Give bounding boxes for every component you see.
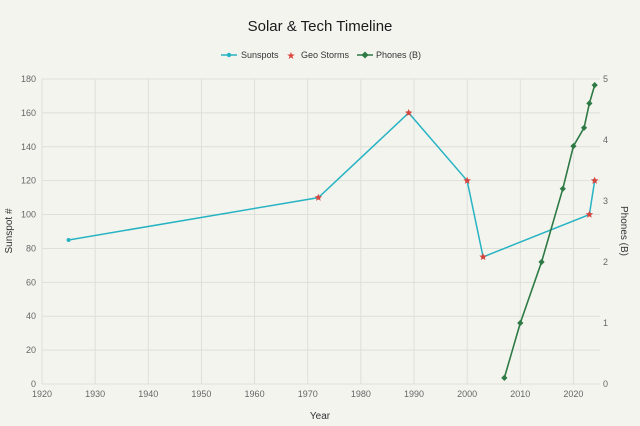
- y2-tick-label: 5: [603, 74, 608, 84]
- y-tick-label: 140: [21, 142, 36, 152]
- x-tick-label: 1920: [32, 389, 52, 399]
- y-tick-label: 20: [26, 345, 36, 355]
- legend-label-geo-storms: Geo Storms: [301, 50, 350, 60]
- phones-point: [538, 258, 545, 266]
- y2-axis-title: Phones (B): [618, 206, 629, 256]
- x-tick-label: 2000: [457, 389, 477, 399]
- x-tick-label: 1970: [298, 389, 318, 399]
- x-axis-ticks: 1920 1930 1940 1950 1960 1970 1980 1990 2000 2010…: [32, 389, 583, 399]
- sunspots-line: [68, 111, 596, 258]
- legend-item-sunspots[interactable]: Sunspots: [221, 50, 279, 60]
- x-tick-label: 2010: [510, 389, 530, 399]
- phones-point: [591, 81, 598, 89]
- x-axis-title: Year: [310, 411, 331, 422]
- y-tick-label: 100: [21, 210, 36, 220]
- y-tick-label: 180: [21, 74, 36, 84]
- x-tick-label: 2020: [563, 389, 583, 399]
- y-tick-label: 0: [31, 379, 36, 389]
- legend: Sunspots ★ Geo Storms Phones (B): [221, 50, 421, 62]
- y-tick-label: 60: [26, 277, 36, 287]
- series-layer: [66, 81, 599, 382]
- x-tick-label: 1940: [138, 389, 158, 399]
- geo-storm-star: [463, 176, 471, 184]
- y2-axis-ticks: 0 1 2 3 4 5: [603, 74, 608, 389]
- x-tick-label: 1990: [404, 389, 424, 399]
- phones-point: [559, 185, 566, 192]
- y2-tick-label: 1: [603, 318, 608, 328]
- legend-star-icon: ★: [287, 51, 296, 62]
- y-axis-ticks: 0 20 40 60 80 100 120 140 160 180: [21, 74, 36, 389]
- y2-tick-label: 0: [603, 379, 608, 389]
- phones-point: [501, 374, 508, 382]
- y2-tick-label: 2: [603, 257, 608, 267]
- phones-line: [503, 84, 596, 379]
- legend-item-geo-storms[interactable]: ★ Geo Storms: [287, 50, 350, 62]
- y-tick-label: 120: [21, 176, 36, 186]
- chart-title: Solar & Tech Timeline: [248, 18, 393, 35]
- y2-tick-label: 4: [603, 135, 608, 145]
- x-tick-label: 1930: [85, 389, 105, 399]
- x-tick-label: 1960: [245, 389, 265, 399]
- y-tick-label: 40: [26, 311, 36, 321]
- y-axis-title: Sunspot #: [4, 208, 15, 253]
- legend-label-sunspots: Sunspots: [241, 50, 279, 60]
- legend-label-phones: Phones (B): [376, 50, 421, 60]
- geo-storm-star: [590, 176, 599, 184]
- legend-item-phones[interactable]: Phones (B): [357, 50, 421, 60]
- x-tick-label: 1950: [191, 389, 211, 399]
- phones-point: [517, 319, 524, 327]
- geo-storm-star: [404, 108, 413, 117]
- geo-storm-star: [585, 210, 594, 218]
- geo-storm-star: [314, 193, 323, 201]
- x-tick-label: 1980: [351, 389, 371, 399]
- y-tick-label: 160: [21, 108, 36, 118]
- grid: [41, 78, 600, 385]
- y2-tick-label: 3: [603, 196, 608, 206]
- sunspots-point: [66, 237, 71, 242]
- phones-point: [586, 100, 593, 107]
- geo-storm-star: [479, 252, 487, 261]
- y-tick-label: 80: [26, 243, 36, 253]
